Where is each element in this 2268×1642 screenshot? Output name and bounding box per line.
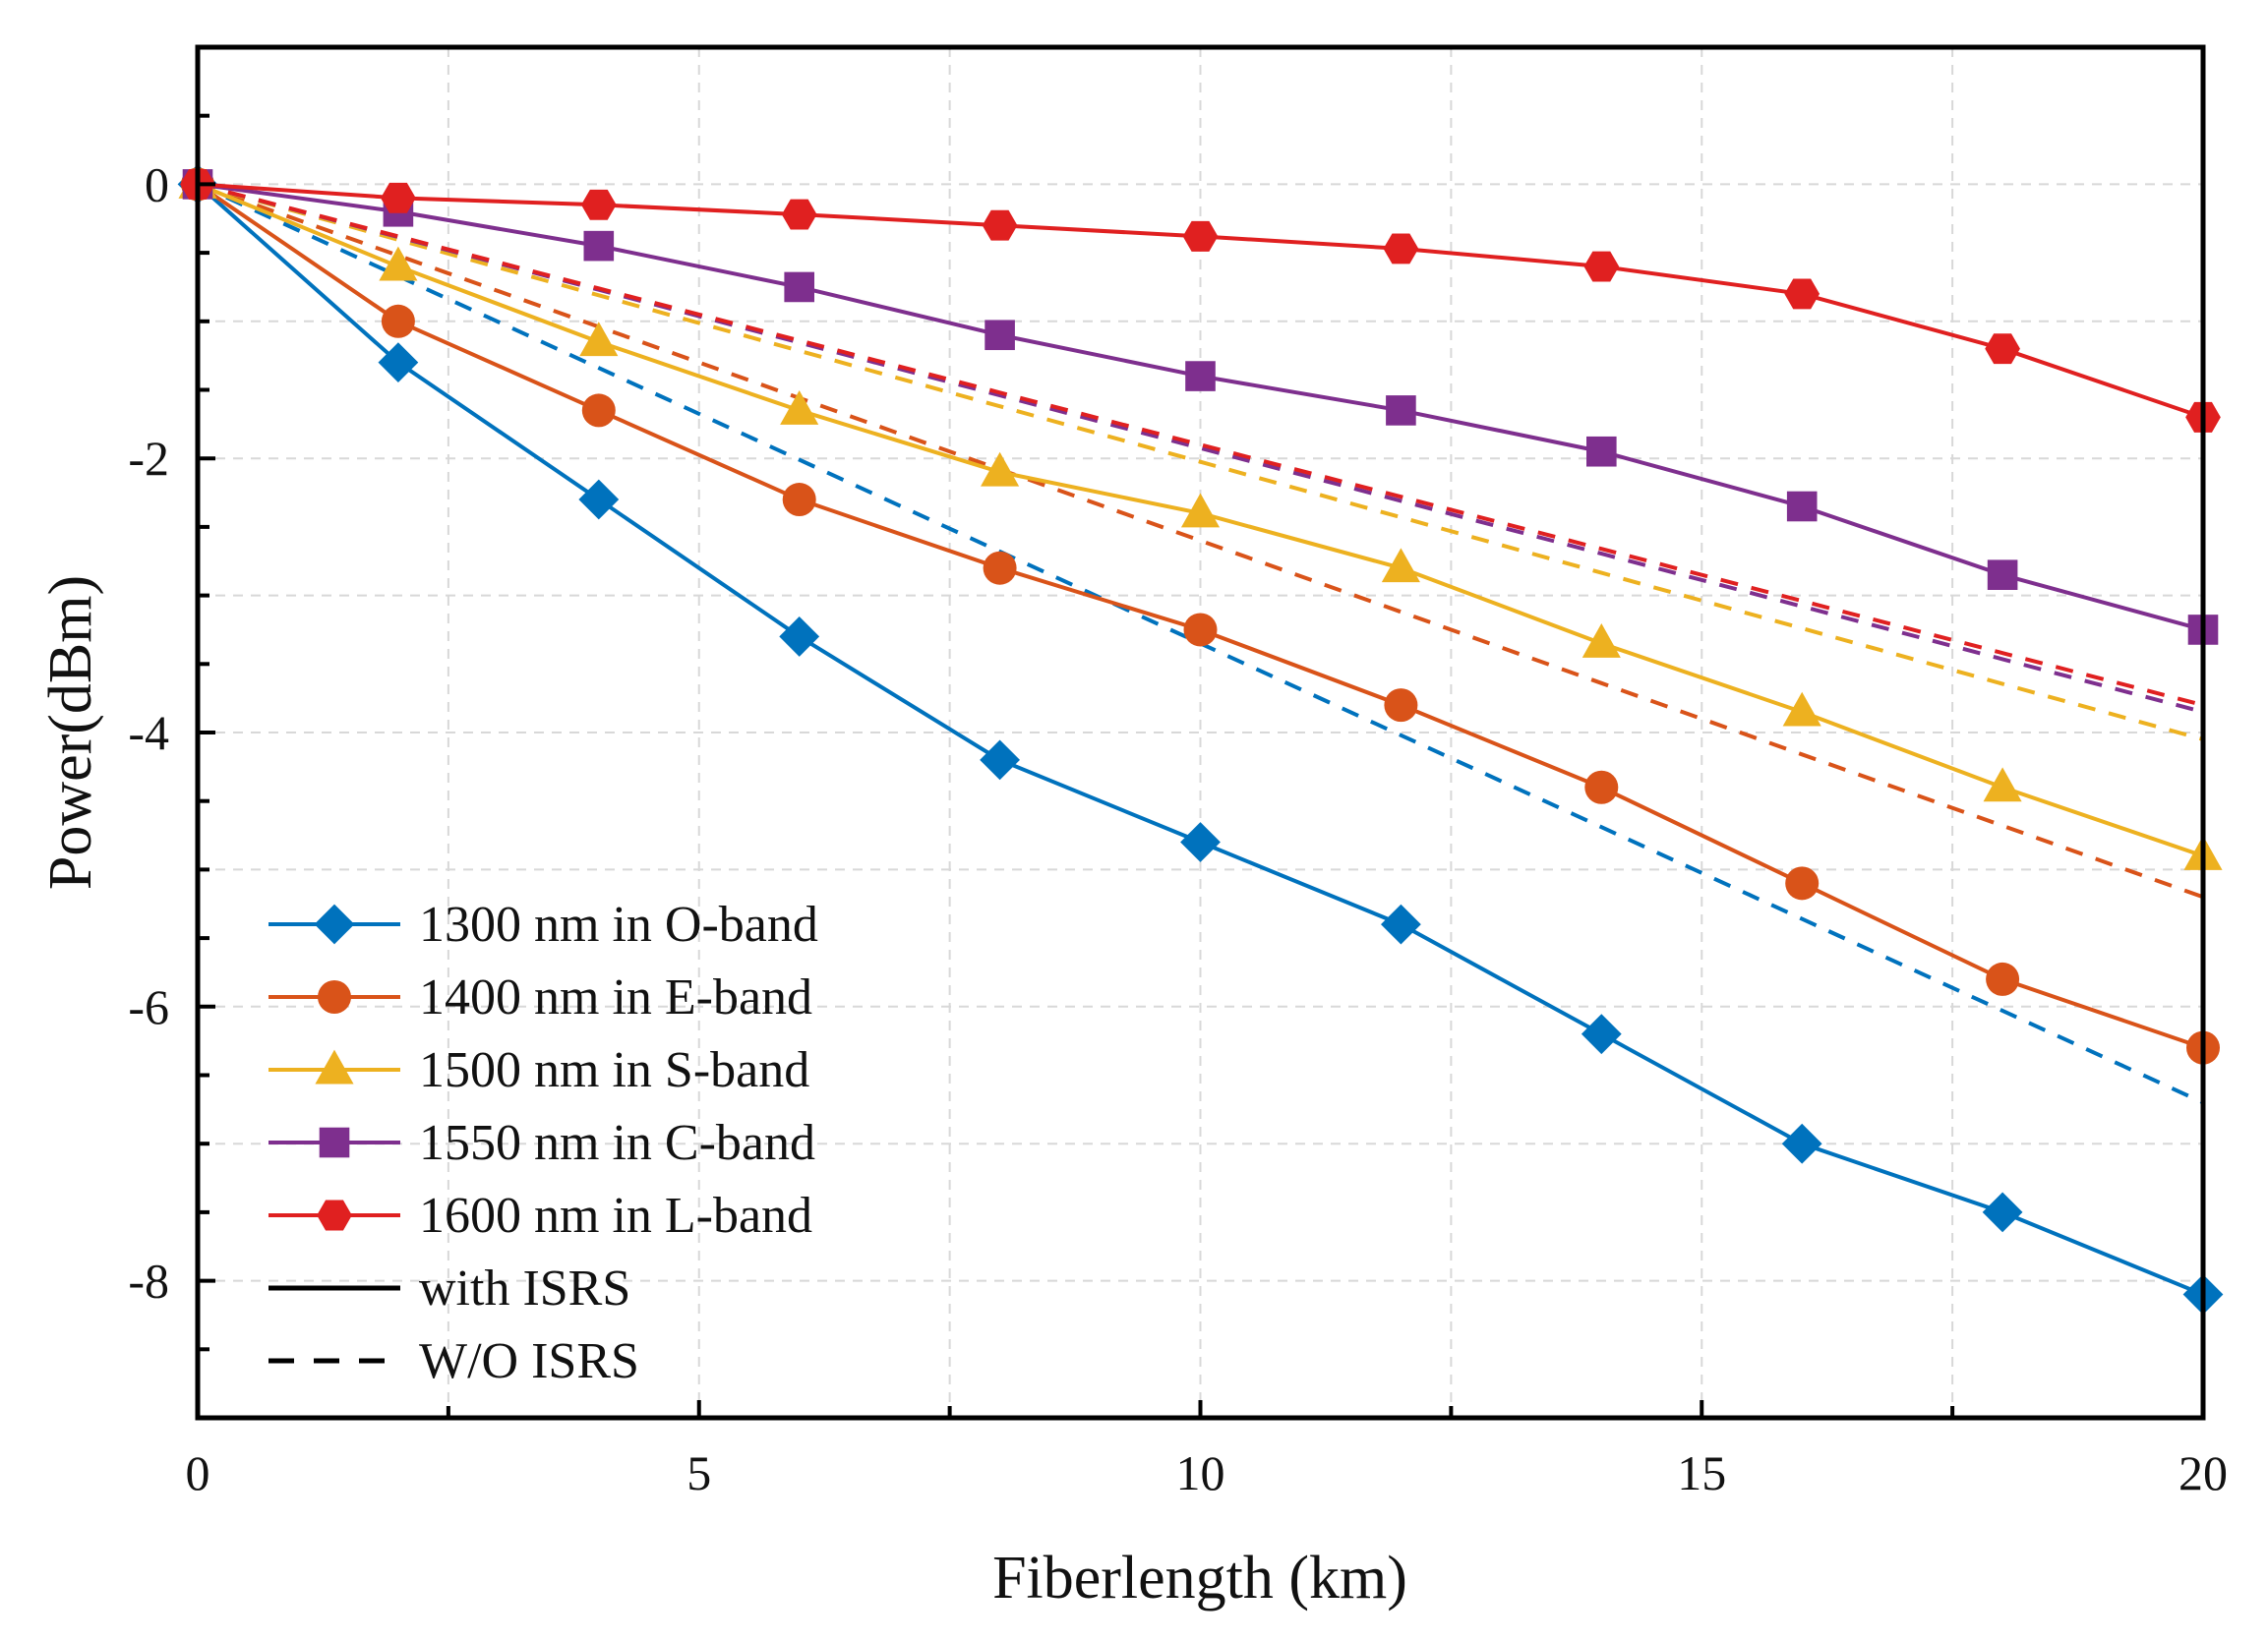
- legend-item: 1500 nm in S-band: [269, 1042, 809, 1098]
- data-point-square: [985, 320, 1015, 351]
- data-point-diamond: [1381, 904, 1421, 945]
- data-point-triangle: [1381, 548, 1420, 583]
- line-without-isrs: [197, 182, 2204, 741]
- data-point-triangle: [981, 451, 1020, 487]
- data-point-diamond: [779, 616, 820, 657]
- legend: 1300 nm in O-band 1400 nm in E-band 1500 n…: [269, 897, 818, 1389]
- data-point-hexagon: [982, 209, 1018, 241]
- data-point-hexagon: [1583, 251, 1620, 282]
- legend-label: 1500 nm in S-band: [419, 1042, 809, 1098]
- series-1300-isrs: [177, 164, 2224, 1315]
- data-point-hexagon: [781, 199, 817, 230]
- data-point-circle: [1986, 962, 2020, 996]
- data-point-circle: [581, 393, 616, 428]
- legend-label: 1300 nm in O-band: [419, 897, 818, 953]
- data-point-circle: [381, 304, 415, 338]
- y-axis-label: Power(dBm): [37, 575, 104, 890]
- legend-item: with ISRS: [269, 1261, 630, 1317]
- legend-label: 1550 nm in C-band: [419, 1115, 815, 1171]
- data-point-diamond: [1982, 1192, 2023, 1233]
- data-point-hexagon: [381, 182, 416, 213]
- data-point-circle: [1384, 688, 1418, 723]
- data-point-triangle: [579, 322, 619, 357]
- data-point-square: [1185, 361, 1216, 391]
- data-point-hexagon: [580, 189, 617, 220]
- axis-ticks: 0 5 10 15 20 0 -2 -4 -6 -8: [128, 113, 2228, 1500]
- data-point-triangle: [1983, 767, 2022, 802]
- x-tick-label: 20: [2178, 1445, 2228, 1500]
- data-point-triangle: [379, 246, 418, 281]
- data-point-triangle: [1582, 622, 1621, 658]
- data-point-circle: [782, 483, 816, 517]
- y-tick-label: -4: [128, 705, 169, 760]
- data-point-circle: [1183, 613, 1218, 647]
- data-point-triangle: [315, 1049, 354, 1085]
- data-point-hexagon: [1985, 333, 2020, 365]
- legend-label: with ISRS: [419, 1261, 630, 1317]
- data-point-square: [319, 1127, 350, 1158]
- legend-item: W/O ISRS: [269, 1333, 639, 1389]
- legend-label: 1600 nm in L-band: [419, 1188, 812, 1244]
- data-point-square: [1586, 436, 1617, 467]
- x-tick-label: 5: [686, 1445, 711, 1500]
- data-point-diamond: [578, 479, 620, 520]
- data-point-triangle: [1782, 691, 1821, 727]
- series-1600-isrs: [180, 168, 2221, 433]
- data-point-square: [1386, 395, 1416, 426]
- legend-item: 1400 nm in E-band: [269, 969, 812, 1026]
- grid: [198, 47, 2203, 1418]
- y-tick-label: -6: [128, 979, 169, 1034]
- data-point-triangle: [1180, 493, 1221, 528]
- data-point-hexagon: [1182, 220, 1219, 252]
- y-tick-label: 0: [145, 156, 169, 211]
- x-tick-label: 15: [1677, 1445, 1726, 1500]
- data-point-diamond: [980, 739, 1020, 781]
- legend-label: 1400 nm in E-band: [419, 969, 812, 1026]
- data-point-circle: [1785, 866, 1820, 901]
- data-point-diamond: [1781, 1123, 1822, 1164]
- data-point-square: [1786, 491, 1818, 522]
- y-tick-label: -2: [128, 431, 169, 486]
- x-tick-label: 10: [1176, 1445, 1225, 1500]
- x-tick-label: 0: [186, 1445, 210, 1500]
- data-point-diamond: [1581, 1014, 1622, 1055]
- data-point-hexagon: [1383, 233, 1419, 264]
- legend-item: 1600 nm in L-band: [269, 1188, 812, 1244]
- y-tick-label: -8: [128, 1254, 169, 1309]
- line-without-isrs: [197, 182, 2204, 900]
- series-lines: [177, 164, 2224, 1315]
- series-1500: [197, 182, 2204, 741]
- data-point-diamond: [378, 342, 419, 383]
- data-point-diamond: [314, 904, 355, 945]
- data-point-hexagon: [1784, 278, 1820, 310]
- series-1400: [197, 182, 2204, 900]
- data-point-circle: [1584, 770, 1619, 804]
- legend-label: W/O ISRS: [419, 1333, 639, 1389]
- data-point-triangle: [780, 390, 819, 425]
- data-point-circle: [983, 551, 1017, 585]
- x-axis-label: Fiberlength (km): [992, 1545, 1407, 1612]
- legend-item: 1550 nm in C-band: [269, 1115, 815, 1171]
- legend-item: 1300 nm in O-band: [269, 897, 818, 953]
- data-point-square: [784, 271, 814, 303]
- data-point-square: [1987, 559, 2018, 590]
- data-point-hexagon: [317, 1200, 352, 1231]
- data-point-circle: [318, 980, 351, 1014]
- data-point-diamond: [1180, 822, 1221, 862]
- data-point-square: [583, 230, 615, 262]
